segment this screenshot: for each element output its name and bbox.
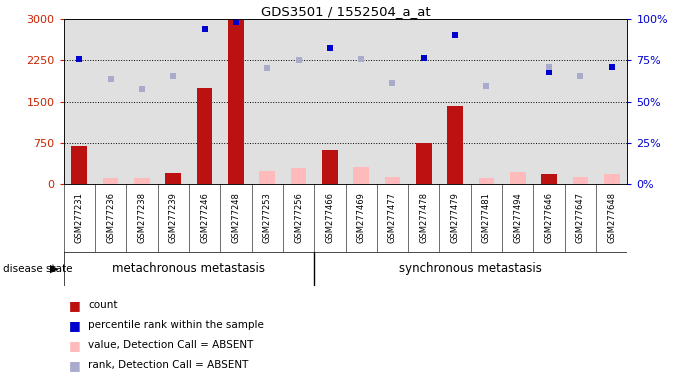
- Bar: [291, 168, 306, 184]
- Bar: [165, 173, 181, 184]
- Text: GSM277648: GSM277648: [607, 192, 616, 243]
- Text: GSM277236: GSM277236: [106, 192, 115, 243]
- Bar: [510, 172, 526, 184]
- Text: ■: ■: [69, 319, 81, 332]
- Text: GSM277239: GSM277239: [169, 192, 178, 243]
- Text: GSM277238: GSM277238: [138, 192, 146, 243]
- Bar: [103, 178, 118, 184]
- Bar: [353, 167, 369, 184]
- Bar: [259, 170, 275, 184]
- Text: GSM277231: GSM277231: [75, 192, 84, 243]
- Text: GSM277478: GSM277478: [419, 192, 428, 243]
- Text: ■: ■: [69, 359, 81, 372]
- Bar: [541, 174, 557, 184]
- Bar: [604, 174, 620, 184]
- Bar: [71, 146, 87, 184]
- Text: GSM277469: GSM277469: [357, 192, 366, 243]
- Text: value, Detection Call = ABSENT: value, Detection Call = ABSENT: [88, 340, 254, 350]
- Text: GSM277647: GSM277647: [576, 192, 585, 243]
- Text: GSM277481: GSM277481: [482, 192, 491, 243]
- Bar: [197, 88, 212, 184]
- Text: rank, Detection Call = ABSENT: rank, Detection Call = ABSENT: [88, 360, 249, 370]
- Text: metachronous metastasis: metachronous metastasis: [113, 262, 265, 275]
- Text: count: count: [88, 300, 118, 310]
- Text: ▶: ▶: [50, 264, 58, 274]
- Text: percentile rank within the sample: percentile rank within the sample: [88, 320, 265, 330]
- Bar: [479, 178, 494, 184]
- Bar: [573, 177, 588, 184]
- Text: GSM277466: GSM277466: [325, 192, 334, 243]
- Bar: [134, 178, 150, 184]
- Text: synchronous metastasis: synchronous metastasis: [399, 262, 542, 275]
- Bar: [385, 177, 400, 184]
- Text: ■: ■: [69, 299, 81, 312]
- Text: GSM277253: GSM277253: [263, 192, 272, 243]
- Bar: [447, 106, 463, 184]
- Title: GDS3501 / 1552504_a_at: GDS3501 / 1552504_a_at: [261, 5, 430, 18]
- Text: GSM277477: GSM277477: [388, 192, 397, 243]
- Text: ■: ■: [69, 339, 81, 352]
- Text: GSM277246: GSM277246: [200, 192, 209, 243]
- Text: GSM277256: GSM277256: [294, 192, 303, 243]
- Text: GSM277479: GSM277479: [451, 192, 460, 243]
- Bar: [322, 150, 338, 184]
- Bar: [416, 143, 432, 184]
- Text: GSM277248: GSM277248: [231, 192, 240, 243]
- Text: GSM277646: GSM277646: [545, 192, 553, 243]
- Text: disease state: disease state: [3, 264, 73, 274]
- Text: GSM277494: GSM277494: [513, 192, 522, 243]
- Bar: [228, 20, 244, 184]
